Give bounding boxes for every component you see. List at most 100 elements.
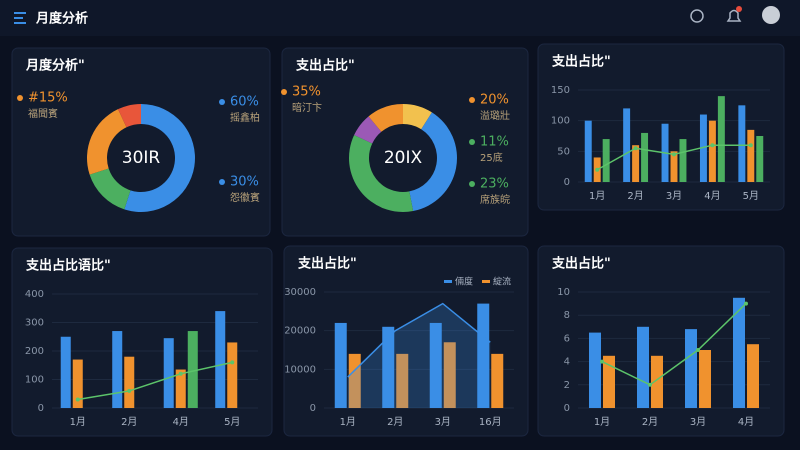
y-tick-label: 6 (564, 333, 570, 344)
annotation-value: #15% (28, 91, 68, 106)
bar (699, 350, 711, 408)
bar (641, 132, 649, 182)
annotation-value: 23% (480, 177, 509, 192)
legend-swatch (482, 280, 490, 283)
y-tick-label: 20000 (284, 326, 316, 337)
line-point (696, 348, 700, 352)
y-tick-label: 0 (310, 403, 316, 414)
annotation-label: 福聞賓 (28, 107, 58, 120)
top-bar (0, 0, 800, 36)
annotation-label: 席族皖 (480, 193, 510, 206)
bar (602, 139, 610, 182)
bar (72, 359, 83, 408)
y-tick-label: 8 (564, 310, 570, 321)
x-tick-label: 2月 (121, 416, 137, 428)
line-point (127, 388, 132, 393)
bar (747, 344, 759, 408)
area (347, 303, 491, 408)
x-tick-label: 5月 (743, 190, 759, 202)
annotation-dot (469, 139, 475, 145)
bar (175, 369, 186, 408)
y-tick-label: 10 (557, 287, 570, 298)
bar (733, 297, 745, 408)
legend-label: 綻流 (493, 276, 511, 288)
line-point (230, 360, 235, 365)
panel-title: 支出占比语比" (25, 258, 111, 274)
bar (637, 326, 649, 408)
bar (584, 120, 592, 182)
x-tick-label: 4月 (173, 416, 189, 428)
annotation-label: 25底 (480, 151, 503, 164)
annotation-value: 11% (480, 135, 509, 150)
donut-segment (124, 104, 195, 212)
y-tick-label: 100 (25, 375, 44, 386)
x-tick-label: 4月 (704, 190, 720, 202)
line-point (633, 146, 638, 151)
settings-icon[interactable] (690, 9, 704, 23)
x-tick-label: 2月 (627, 190, 643, 202)
x-tick-label: 1月 (340, 416, 356, 428)
panel (281, 47, 529, 237)
bar (163, 338, 174, 408)
line-point (748, 143, 753, 148)
line (601, 303, 747, 386)
panel-title: 支出占比" (551, 54, 611, 70)
bar (708, 120, 716, 182)
bar (491, 353, 504, 408)
annotation-dot (469, 97, 475, 103)
bar (334, 322, 347, 408)
y-tick-label: 2 (564, 380, 570, 391)
y-tick-label: 10000 (284, 364, 316, 375)
x-tick-label: 3月 (666, 190, 682, 202)
bar (589, 332, 601, 408)
bar (60, 336, 71, 408)
bell-icon[interactable] (726, 9, 742, 22)
line (347, 302, 491, 378)
line-point (600, 359, 604, 364)
donut-segment (354, 116, 382, 144)
line-point (710, 143, 715, 148)
donut-center: 20IX (384, 148, 423, 168)
panel (11, 47, 271, 237)
x-tick-label: 3月 (690, 416, 706, 428)
line (77, 361, 233, 401)
y-tick-label: 400 (25, 289, 44, 300)
donut-segment (368, 104, 403, 132)
annotation-value: 20% (480, 93, 509, 108)
line-point (744, 301, 748, 306)
legend-swatch (444, 280, 452, 283)
y-tick-label: 0 (564, 403, 570, 414)
x-tick-label: 4月 (738, 416, 754, 428)
bar (227, 342, 238, 408)
bar (679, 139, 687, 182)
panel-title: 支出占比" (551, 256, 611, 272)
y-tick-label: 0 (564, 177, 570, 188)
annotation-value: 35% (292, 85, 321, 100)
notification-dot (736, 6, 742, 12)
y-tick-label: 100 (551, 116, 570, 127)
avatar[interactable] (762, 6, 780, 24)
bar (187, 331, 198, 408)
x-tick-label: 2月 (387, 416, 403, 428)
bar (443, 342, 456, 408)
bar (603, 355, 615, 408)
panel-title: 月度分析" (25, 58, 85, 74)
donut-segment (89, 168, 131, 210)
y-tick-label: 0 (38, 403, 44, 414)
y-tick-label: 200 (25, 346, 44, 357)
annotation-dot (219, 179, 225, 185)
annotation-label: 摇鑫柏 (230, 111, 260, 124)
annotation-value: 30% (230, 175, 259, 190)
annotation-label: 怨徽賓 (230, 191, 260, 204)
menu-icon[interactable] (14, 12, 26, 24)
bar (747, 129, 755, 182)
panel-title: 支出占比" (297, 256, 357, 272)
bar (651, 355, 663, 408)
x-tick-label: 5月 (224, 416, 240, 428)
panel-title: 支出占比" (295, 58, 355, 74)
annotation-label: 暗汀卞 (292, 101, 322, 114)
bar (756, 136, 764, 182)
x-tick-label: 1月 (589, 190, 605, 202)
